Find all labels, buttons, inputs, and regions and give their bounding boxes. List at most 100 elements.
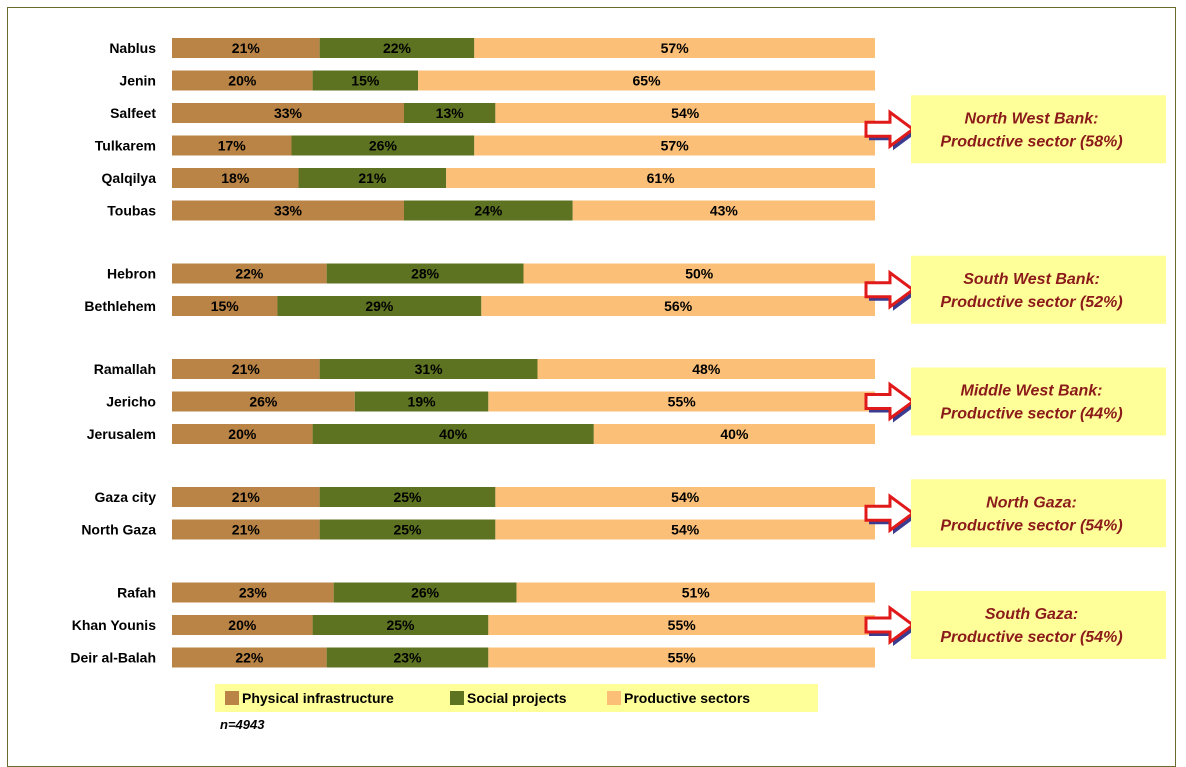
category-label: Rafah bbox=[117, 585, 156, 601]
bar-row-rafah: Rafah 23% 26% 51% bbox=[117, 582, 875, 603]
category-label: Tulkarem bbox=[95, 138, 156, 154]
bar-segment-social-projects bbox=[319, 519, 496, 540]
bar-row-deir-al-balah: Deir al-Balah 22% 23% 55% bbox=[70, 647, 875, 668]
bar-segment-social-projects bbox=[312, 424, 594, 444]
bar-segment-productive-sectors bbox=[446, 168, 875, 188]
data-label: 50% bbox=[685, 266, 714, 282]
data-label: 33% bbox=[274, 105, 303, 121]
callout-1: North West Bank: Productive sector (58%) bbox=[864, 95, 1166, 164]
bar-row-toubas: Toubas 33% 24% 43% bbox=[107, 200, 875, 221]
legend: Physical infrastructure Social projects Pr… bbox=[215, 684, 818, 732]
category-label: Jenin bbox=[119, 73, 156, 89]
data-label: 20% bbox=[228, 617, 257, 633]
data-label: 20% bbox=[228, 73, 257, 89]
callout-region: Middle West Bank: bbox=[961, 383, 1103, 400]
data-label: 17% bbox=[218, 138, 247, 154]
data-label: 55% bbox=[668, 650, 697, 666]
data-label: 65% bbox=[633, 73, 662, 89]
data-label: 25% bbox=[393, 489, 422, 505]
legend-background bbox=[215, 684, 818, 712]
bar-segment-physical-infrastructure bbox=[172, 424, 313, 444]
legend-item-productive-sectors: Productive sectors bbox=[607, 690, 750, 706]
callout-4: North Gaza: Productive sector (54%) bbox=[864, 479, 1166, 548]
legend-label: Physical infrastructure bbox=[242, 690, 394, 706]
category-label: Salfeet bbox=[110, 105, 156, 121]
data-label: 19% bbox=[408, 394, 437, 410]
bar-segment-physical-infrastructure bbox=[172, 582, 334, 603]
bar-row-jerusalem: Jerusalem 20% 40% 40% bbox=[87, 424, 875, 444]
bar-segment-productive-sectors bbox=[495, 519, 875, 540]
callout-region: South West Bank: bbox=[963, 271, 1100, 288]
bar-segment-social-projects bbox=[354, 391, 489, 412]
data-label: 29% bbox=[365, 298, 394, 314]
data-label: 28% bbox=[411, 266, 440, 282]
data-label: 26% bbox=[411, 585, 440, 601]
callout-5: South Gaza: Productive sector (54%) bbox=[864, 591, 1166, 659]
callout-2: South West Bank: Productive sector (52%) bbox=[864, 255, 1166, 324]
callout-box bbox=[911, 95, 1166, 164]
data-label: 51% bbox=[682, 585, 711, 601]
callout-region: South Gaza: bbox=[985, 606, 1078, 623]
category-label: Jerusalem bbox=[87, 426, 156, 442]
data-label: 57% bbox=[661, 40, 690, 56]
bar-segment-physical-infrastructure bbox=[172, 200, 404, 221]
bar-segment-physical-infrastructure bbox=[172, 263, 327, 284]
bar-segment-productive-sectors bbox=[516, 582, 875, 603]
bar-segment-social-projects bbox=[326, 647, 489, 668]
data-label: 18% bbox=[221, 170, 250, 186]
data-label: 24% bbox=[474, 203, 503, 219]
data-label: 21% bbox=[232, 361, 261, 377]
data-label: 55% bbox=[668, 394, 697, 410]
bar-segment-productive-sectors bbox=[488, 615, 875, 635]
callout-value: Productive sector (52%) bbox=[940, 294, 1122, 311]
category-label: Bethlehem bbox=[84, 298, 156, 314]
data-label: 21% bbox=[232, 522, 261, 538]
data-label: 22% bbox=[235, 650, 264, 666]
data-label: 48% bbox=[692, 361, 721, 377]
category-label: Deir al-Balah bbox=[70, 650, 156, 666]
bar-segment-social-projects bbox=[312, 70, 419, 91]
bar-segment-productive-sectors bbox=[474, 38, 875, 58]
data-label: 15% bbox=[351, 73, 380, 89]
legend-swatch bbox=[450, 691, 464, 705]
bar-row-north-gaza: North Gaza 21% 25% 54% bbox=[81, 519, 875, 540]
bar-segment-productive-sectors bbox=[572, 200, 875, 221]
bar-segment-physical-infrastructure bbox=[172, 487, 320, 507]
bar-segment-productive-sectors bbox=[481, 296, 875, 316]
bar-segment-productive-sectors bbox=[495, 103, 875, 123]
bar-segment-physical-infrastructure bbox=[172, 103, 404, 123]
right-arrow-icon bbox=[864, 109, 916, 150]
bar-row-gaza-city: Gaza city 21% 25% 54% bbox=[95, 487, 875, 507]
data-label: 25% bbox=[386, 617, 415, 633]
callout-3: Middle West Bank: Productive sector (44%) bbox=[864, 367, 1166, 436]
data-label: 54% bbox=[671, 489, 700, 505]
data-label: 61% bbox=[647, 170, 676, 186]
bar-segment-social-projects bbox=[319, 359, 538, 379]
bar-segment-social-projects bbox=[298, 168, 447, 188]
bar-segment-physical-infrastructure bbox=[172, 296, 278, 316]
bar-row-tulkarem: Tulkarem 17% 26% 57% bbox=[95, 135, 875, 156]
legend-item-social-projects: Social projects bbox=[450, 690, 567, 706]
bar-segment-productive-sectors bbox=[537, 359, 875, 379]
category-label: Gaza city bbox=[95, 489, 157, 505]
data-label: 13% bbox=[436, 105, 465, 121]
bar-segment-social-projects bbox=[326, 263, 524, 284]
data-label: 40% bbox=[439, 426, 468, 442]
data-label: 23% bbox=[239, 585, 268, 601]
data-label: 43% bbox=[710, 203, 739, 219]
bar-row-nablus: Nablus 21% 22% 57% bbox=[109, 38, 875, 58]
legend-swatch bbox=[225, 691, 239, 705]
bar-segment-social-projects bbox=[319, 487, 496, 507]
category-label: North Gaza bbox=[81, 522, 156, 538]
callout-value: Productive sector (58%) bbox=[940, 133, 1122, 150]
callout-box bbox=[911, 479, 1166, 548]
data-label: 23% bbox=[393, 650, 422, 666]
category-label: Ramallah bbox=[94, 361, 156, 377]
bar-row-jenin: Jenin 20% 15% 65% bbox=[119, 70, 875, 91]
bar-segment-physical-infrastructure bbox=[172, 168, 299, 188]
bar-row-qalqilya: Qalqilya 18% 21% 61% bbox=[102, 168, 875, 188]
bar-segment-social-projects bbox=[333, 582, 517, 603]
category-label: Jericho bbox=[106, 394, 156, 410]
data-label: 33% bbox=[274, 203, 303, 219]
data-label: 21% bbox=[232, 489, 261, 505]
